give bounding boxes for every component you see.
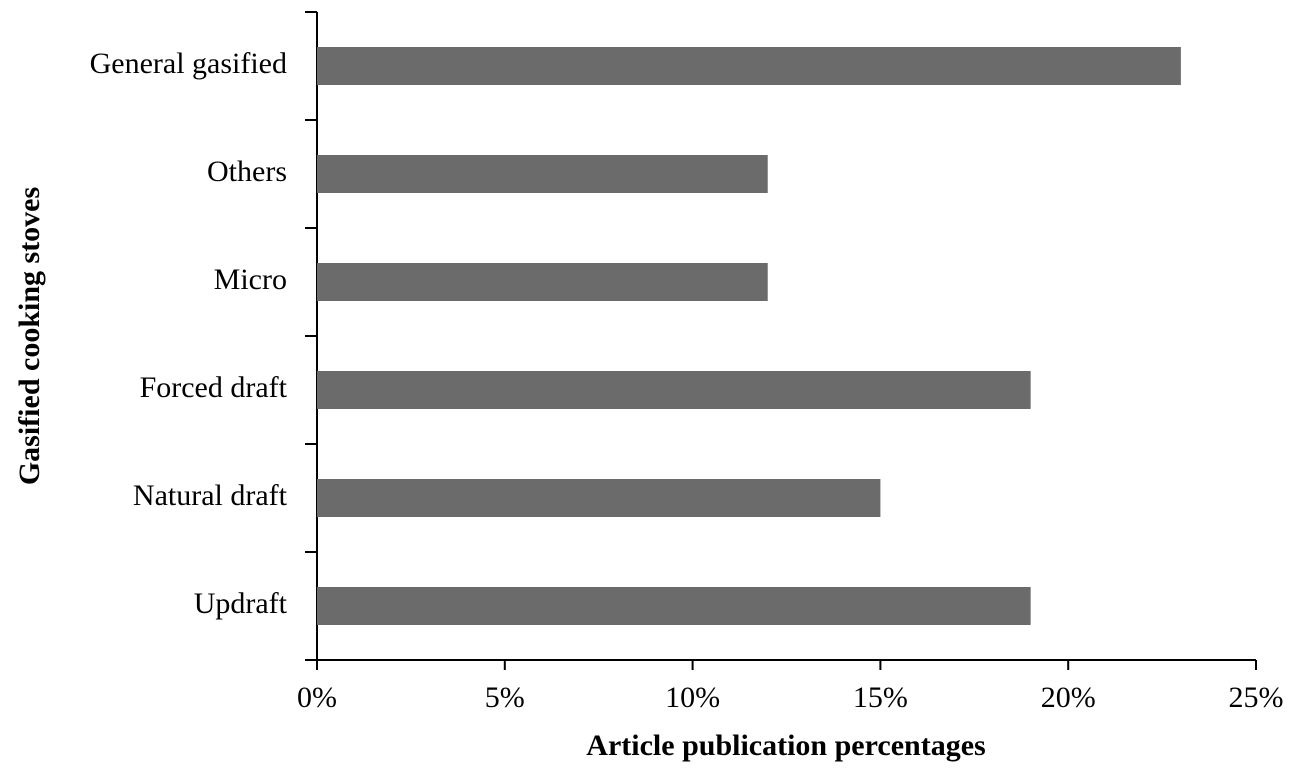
y-tick-label: General gasified xyxy=(90,47,287,80)
y-tick-label: Micro xyxy=(214,263,287,296)
bar xyxy=(317,371,1031,409)
bar xyxy=(317,587,1031,625)
x-tick-label: 0% xyxy=(297,681,337,714)
bar xyxy=(317,47,1181,85)
x-tick-label: 25% xyxy=(1229,681,1284,714)
y-tick-label: Natural draft xyxy=(133,479,288,512)
y-tick-label: Updraft xyxy=(194,587,288,620)
x-axis-title: Article publication percentages xyxy=(586,729,985,762)
x-tick-label: 20% xyxy=(1041,681,1096,714)
bar xyxy=(317,155,768,193)
bar xyxy=(317,479,881,517)
y-tick-label: Others xyxy=(207,155,287,188)
x-tick-label: 10% xyxy=(665,681,720,714)
x-tick-label: 5% xyxy=(485,681,525,714)
x-tick-label: 15% xyxy=(853,681,908,714)
bar xyxy=(317,263,768,301)
y-axis-title: Gasified cooking stoves xyxy=(13,187,46,485)
y-tick-label: Forced draft xyxy=(140,371,288,404)
